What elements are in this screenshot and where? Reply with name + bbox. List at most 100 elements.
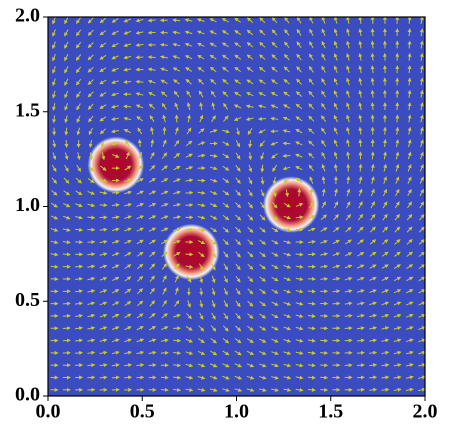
arrow [235, 226, 242, 233]
arrow [123, 104, 132, 109]
arrow [309, 28, 314, 36]
arrow [370, 114, 375, 123]
arrow [295, 128, 303, 134]
arrow [407, 89, 412, 98]
arrow [258, 388, 267, 392]
arrow [52, 16, 56, 25]
arrow [258, 66, 266, 73]
arrow [111, 80, 119, 84]
arrow [221, 30, 229, 35]
arrow [99, 363, 108, 368]
arrow [197, 78, 205, 85]
arrow [259, 313, 267, 319]
arrow [296, 28, 302, 36]
arrow [210, 337, 217, 344]
arrow [87, 17, 94, 24]
arrow [234, 54, 242, 60]
arrow [308, 215, 316, 220]
arrow [295, 203, 304, 207]
arrow [234, 79, 242, 85]
arrow [50, 227, 59, 232]
arrow [333, 16, 338, 24]
arrow [235, 202, 242, 209]
arrow [295, 252, 304, 257]
arrow [50, 264, 59, 269]
arrow [245, 104, 254, 109]
arrow [346, 28, 350, 37]
arrow [259, 326, 267, 331]
arrow [248, 139, 253, 148]
arrow [369, 239, 377, 245]
arrow [223, 263, 228, 271]
arrow [295, 177, 303, 183]
arrow [173, 387, 182, 392]
blob [87, 136, 145, 194]
arrow [87, 313, 96, 318]
arrow [197, 215, 206, 220]
arrow [160, 338, 169, 343]
arrow [271, 375, 280, 380]
arrow [63, 190, 70, 196]
arrow [393, 387, 402, 392]
arrow [137, 164, 144, 171]
arrow [247, 288, 254, 295]
arrow [160, 67, 168, 72]
arrow [76, 17, 82, 24]
arrow [99, 276, 108, 281]
arrow [87, 190, 96, 195]
arrow [381, 289, 390, 294]
arrow [333, 201, 339, 209]
arrow [394, 213, 400, 221]
arrow [283, 91, 291, 97]
arrow [234, 66, 242, 73]
arrow [283, 240, 292, 245]
arrow [247, 214, 254, 221]
arrow [271, 227, 279, 233]
arrow [419, 164, 424, 172]
arrow [211, 115, 216, 123]
arrow [137, 288, 144, 295]
arrow [186, 127, 192, 135]
arrow [271, 301, 279, 306]
arrow [174, 287, 179, 295]
arrow [418, 226, 425, 233]
arrow [271, 66, 278, 73]
arrow [99, 79, 107, 85]
arrow [283, 104, 291, 109]
arrow [111, 67, 119, 72]
arrow [234, 375, 243, 380]
arrow [246, 66, 254, 73]
arrow [247, 251, 254, 258]
arrow [173, 79, 180, 85]
arrow [246, 42, 254, 48]
x-tick-label: 2.0 [413, 401, 438, 423]
arrow [295, 215, 304, 220]
arrow [295, 264, 304, 269]
arrow [381, 313, 390, 318]
arrow [149, 164, 156, 171]
arrow [307, 363, 316, 368]
arrow [111, 375, 120, 380]
arrow [197, 153, 206, 158]
arrow [346, 126, 350, 135]
arrow [99, 116, 107, 122]
arrow [52, 41, 56, 50]
arrow [381, 338, 390, 343]
arrow [111, 30, 119, 35]
arrow [99, 67, 107, 73]
arrow [271, 16, 278, 24]
arrow [247, 300, 254, 307]
arrow [87, 54, 94, 61]
arrow [307, 239, 316, 244]
arrow [172, 30, 181, 35]
arrow [271, 214, 279, 221]
arrow [358, 126, 363, 135]
arrow [111, 313, 120, 318]
arrow [283, 264, 292, 269]
arrow [346, 40, 350, 49]
arrow [247, 325, 254, 331]
arrow [381, 239, 389, 245]
arrow [161, 178, 169, 183]
arrow [383, 151, 387, 160]
arrow [111, 350, 120, 355]
